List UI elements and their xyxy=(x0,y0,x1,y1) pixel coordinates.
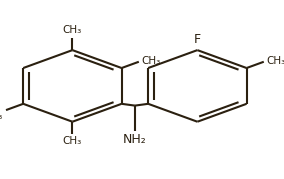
Text: CH₃: CH₃ xyxy=(267,56,284,66)
Text: NH₂: NH₂ xyxy=(123,133,147,146)
Text: CH₃: CH₃ xyxy=(142,56,161,66)
Text: F: F xyxy=(194,33,201,46)
Text: CH₃: CH₃ xyxy=(0,111,3,121)
Text: CH₃: CH₃ xyxy=(63,136,82,146)
Text: CH₃: CH₃ xyxy=(63,25,82,35)
